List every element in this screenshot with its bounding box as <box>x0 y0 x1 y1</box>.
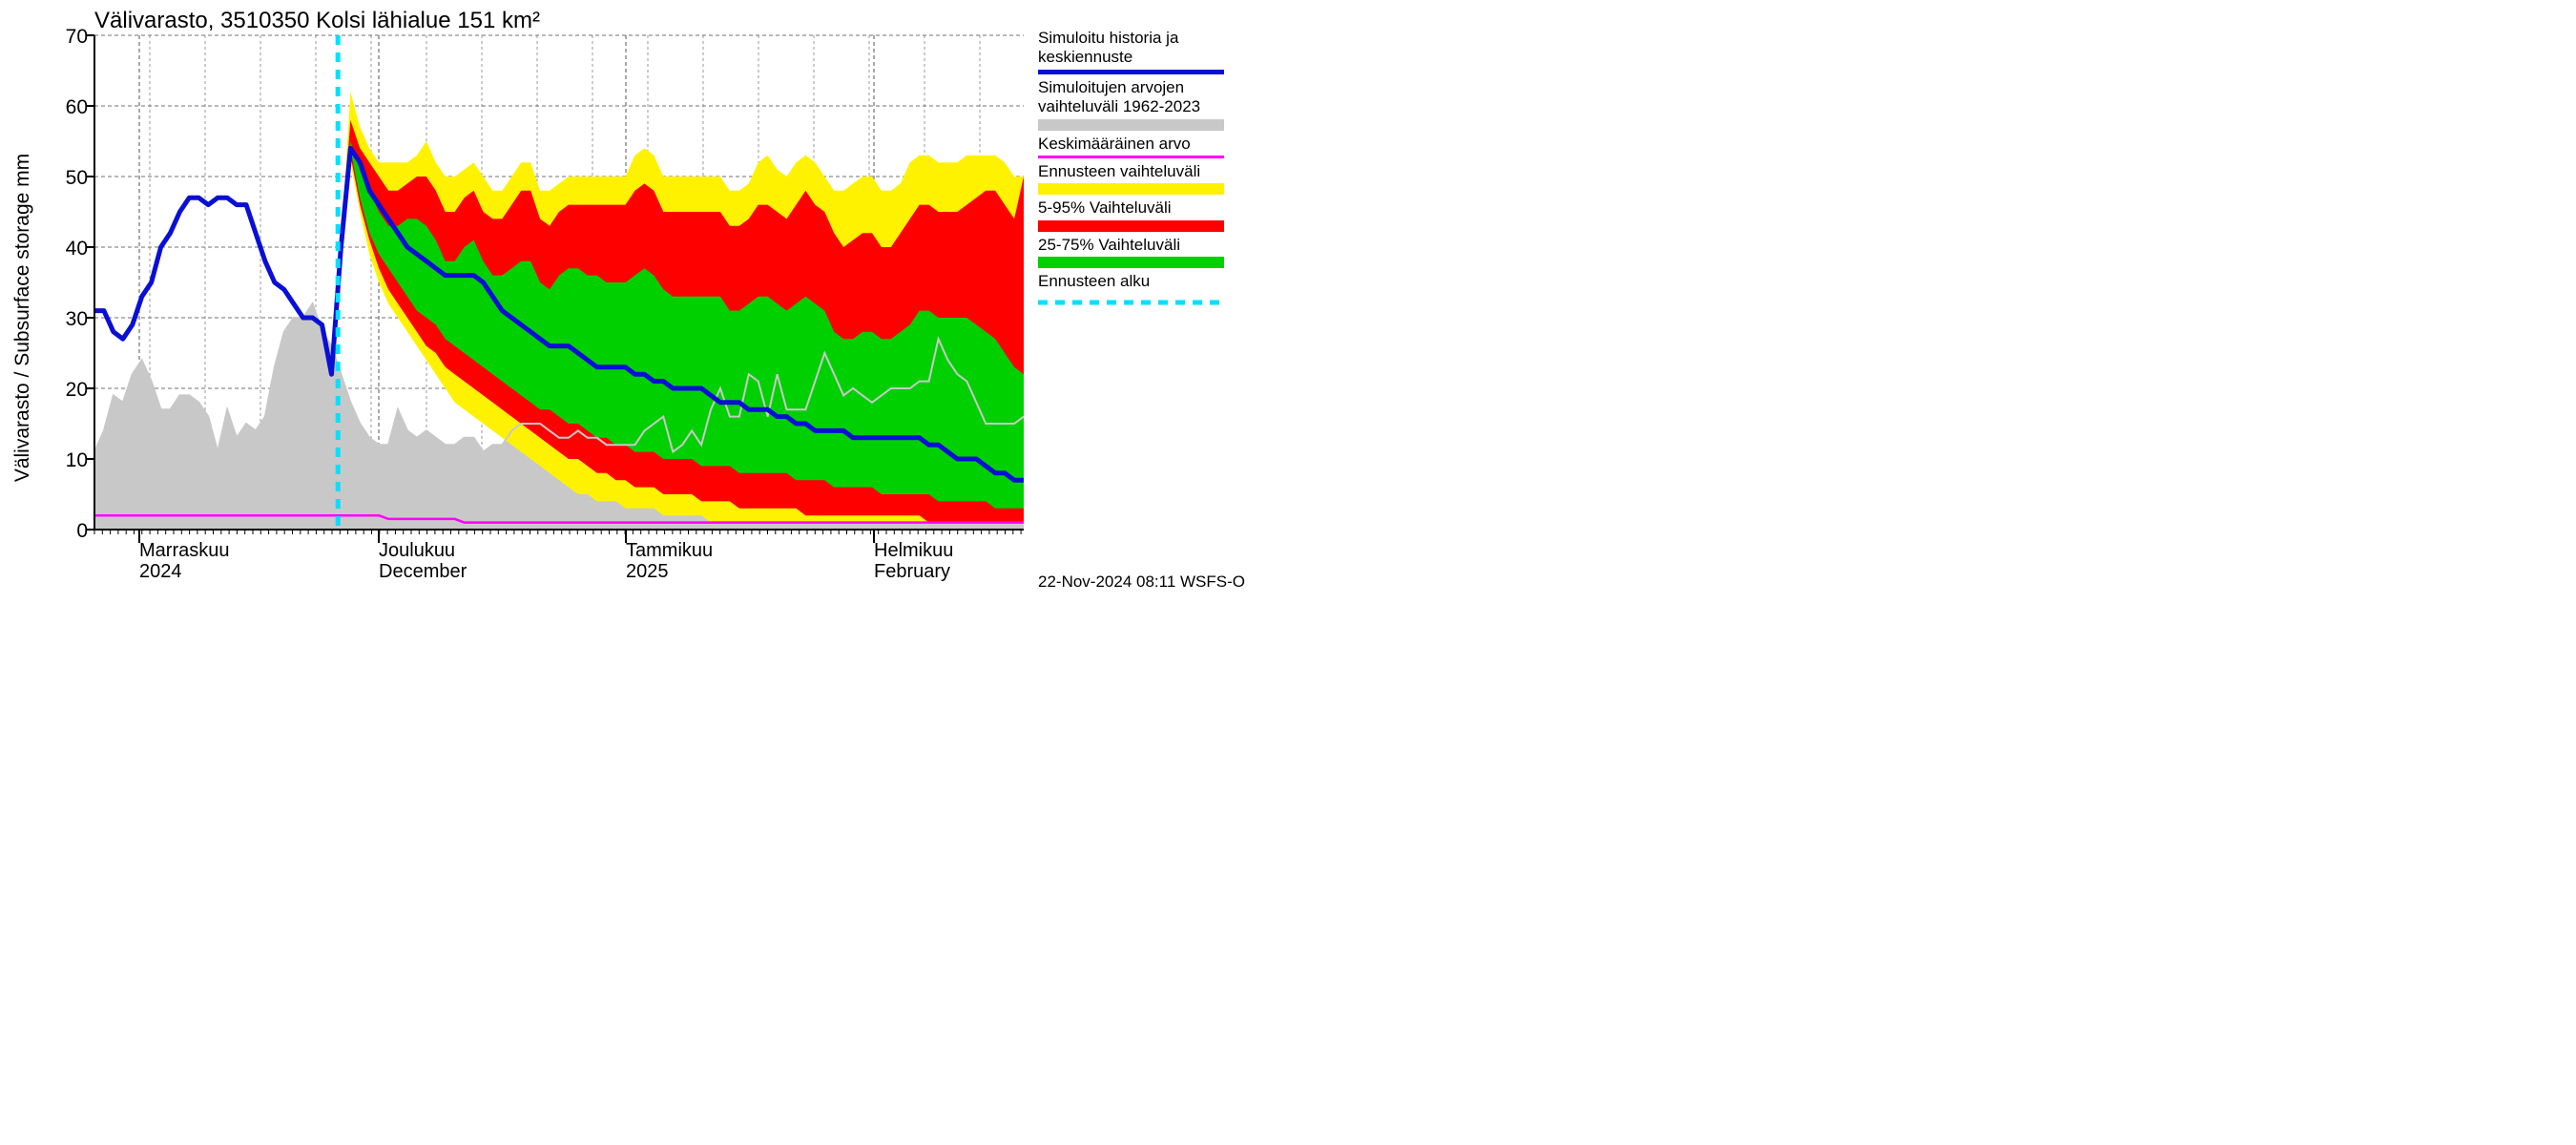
xtick-label: February <box>874 561 950 583</box>
legend-item: Simuloitu historia ja keskiennuste <box>1038 29 1238 74</box>
legend-item: Simuloitujen arvojen vaihteluväli 1962-2… <box>1038 78 1238 131</box>
xtick-label: December <box>379 561 467 583</box>
legend-label: Simuloitu historia ja keskiennuste <box>1038 29 1238 68</box>
legend-label: Ennusteen alku <box>1038 272 1238 291</box>
legend-swatch <box>1038 257 1224 268</box>
legend-swatch <box>1038 70 1224 74</box>
legend-item: 5-95% Vaihteluväli <box>1038 198 1238 231</box>
legend-swatch <box>1038 299 1224 306</box>
legend-swatch <box>1038 220 1224 232</box>
ytick-label: 50 <box>50 167 88 190</box>
legend-item: 25-75% Vaihteluväli <box>1038 236 1238 268</box>
xtick-label: 2024 <box>139 561 182 583</box>
ytick-label: 20 <box>50 379 88 402</box>
ytick-label: 10 <box>50 449 88 472</box>
xtick-label: Joulukuu <box>379 540 455 562</box>
xtick-label: Helmikuu <box>874 540 953 562</box>
legend-item: Ennusteen alku <box>1038 272 1238 311</box>
xtick-label: Marraskuu <box>139 540 229 562</box>
ytick-label: 70 <box>50 26 88 49</box>
ytick-label: 40 <box>50 238 88 260</box>
legend-label: 5-95% Vaihteluväli <box>1038 198 1238 218</box>
footer-timestamp: 22-Nov-2024 08:11 WSFS-O <box>1038 572 1245 592</box>
ytick-label: 0 <box>50 520 88 543</box>
ytick-label: 30 <box>50 308 88 331</box>
ytick-label: 60 <box>50 96 88 119</box>
legend-swatch <box>1038 183 1224 195</box>
legend-label: Ennusteen vaihteluväli <box>1038 162 1238 181</box>
chart-container: Välivarasto / Subsurface storage mm Väli… <box>0 0 1431 635</box>
xtick-label: Tammikuu <box>626 540 713 562</box>
legend-swatch <box>1038 156 1224 158</box>
legend: Simuloitu historia ja keskiennuste Simul… <box>1038 29 1238 315</box>
legend-item: Ennusteen vaihteluväli <box>1038 162 1238 195</box>
xtick-label: 2025 <box>626 561 669 583</box>
legend-label: 25-75% Vaihteluväli <box>1038 236 1238 255</box>
legend-label: Simuloitujen arvojen vaihteluväli 1962-2… <box>1038 78 1238 117</box>
legend-swatch <box>1038 119 1224 131</box>
legend-label: Keskimääräinen arvo <box>1038 135 1238 154</box>
legend-item: Keskimääräinen arvo <box>1038 135 1238 158</box>
